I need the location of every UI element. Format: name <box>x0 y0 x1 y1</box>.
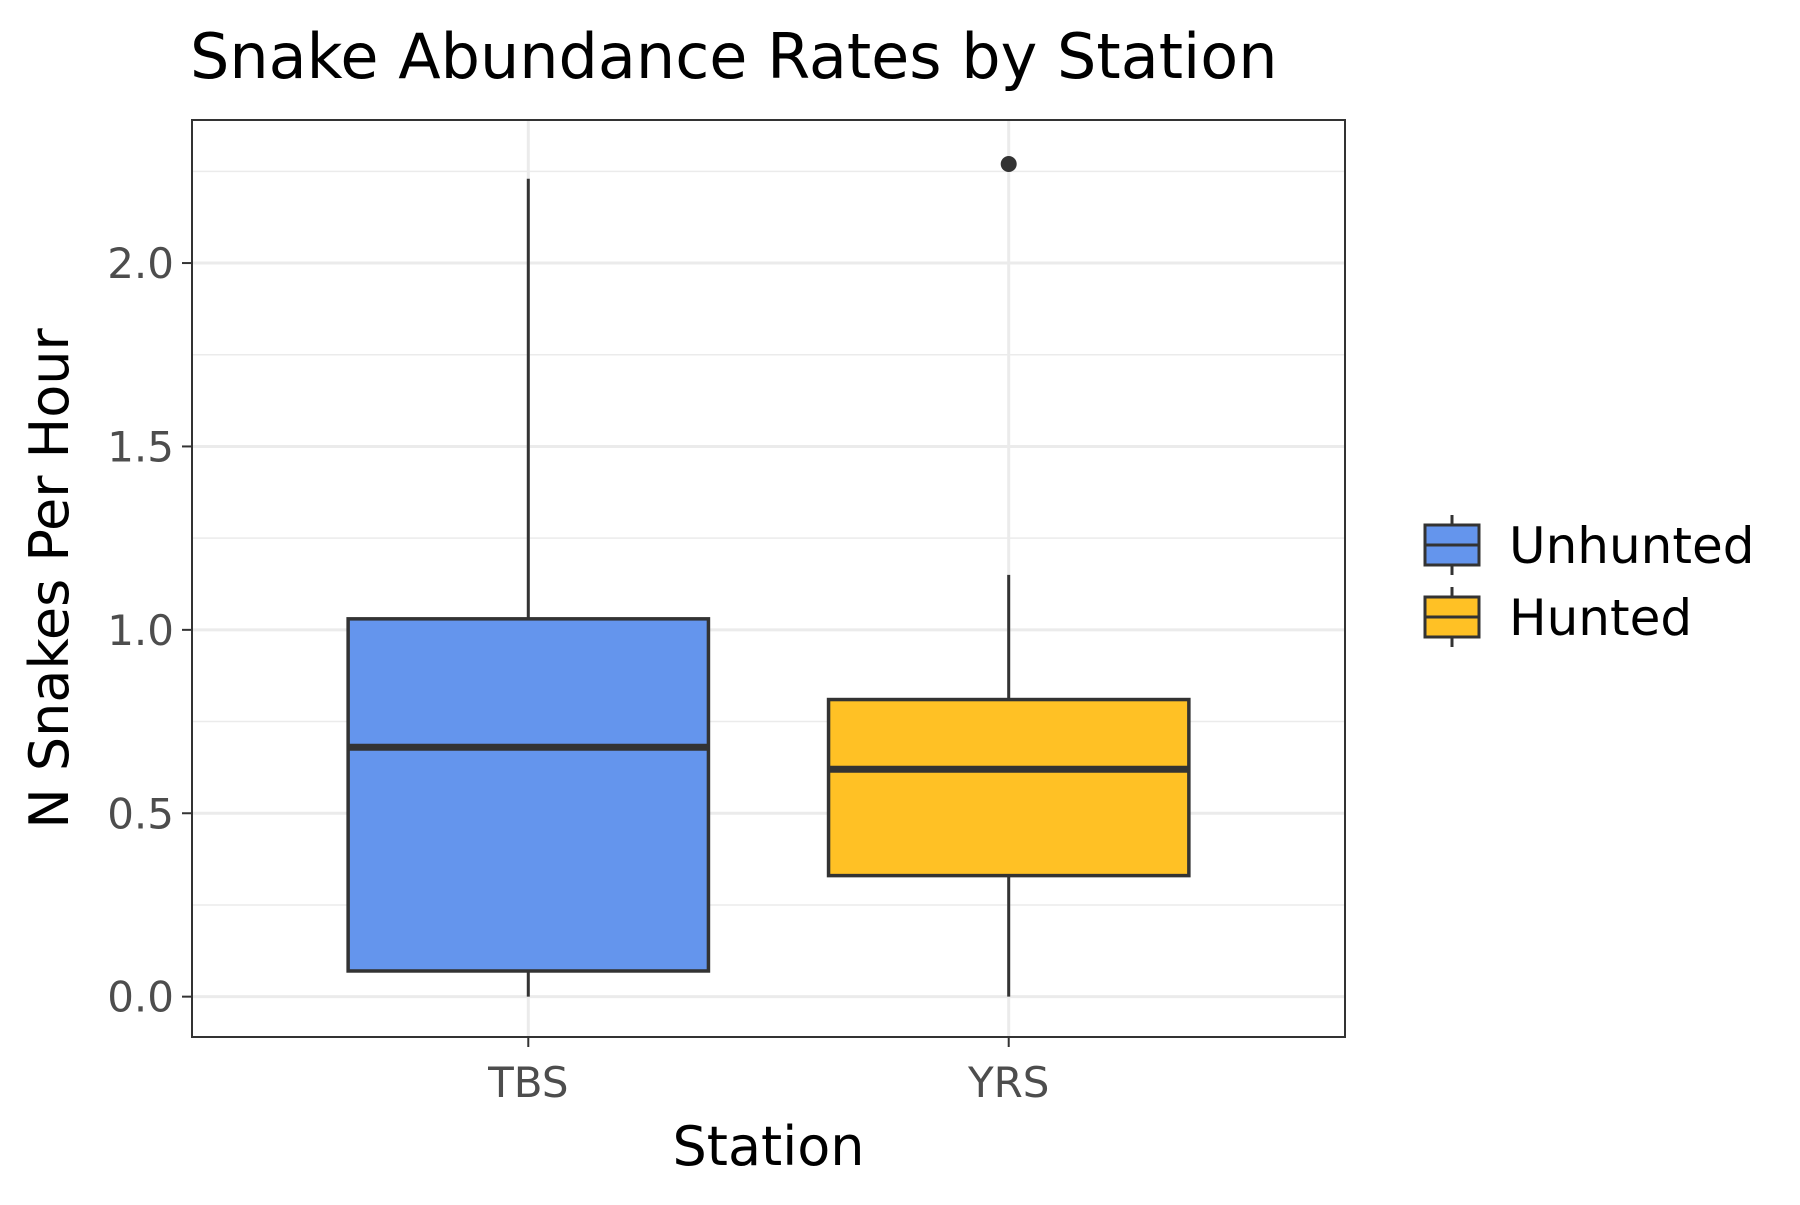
box-yrs <box>826 697 1191 878</box>
box-tbs <box>346 617 711 973</box>
x-axis-title: Station <box>673 1115 865 1178</box>
legend-item-hunted: Hunted <box>1423 587 1692 647</box>
chart-title: Snake Abundance Rates by Station <box>190 20 1277 93</box>
y-tick-label: 1.5 <box>107 422 174 471</box>
box-group-yrs <box>826 156 1191 997</box>
y-tick-label: 0.5 <box>107 789 174 838</box>
y-tick-label: 1.0 <box>107 606 174 655</box>
x-tick-label: YRS <box>967 1058 1050 1107</box>
legend: Unhunted Hunted <box>1423 515 1754 647</box>
y-tick-label: 0.0 <box>107 973 174 1022</box>
outlier-point <box>1000 156 1017 173</box>
plot-marks <box>346 156 1191 997</box>
axes: 0.0 0.5 1.0 1.5 2.0 TBS YRS <box>107 239 1049 1107</box>
legend-label: Unhunted <box>1509 517 1754 575</box>
y-tick-label: 2.0 <box>107 239 174 288</box>
y-axis-title: N Snakes Per Hour <box>18 328 81 829</box>
legend-item-unhunted: Unhunted <box>1423 515 1754 575</box>
box-group-tbs <box>346 178 711 997</box>
legend-label: Hunted <box>1509 589 1692 647</box>
panel-border <box>191 119 1346 1038</box>
x-tick-label: TBS <box>487 1058 568 1107</box>
